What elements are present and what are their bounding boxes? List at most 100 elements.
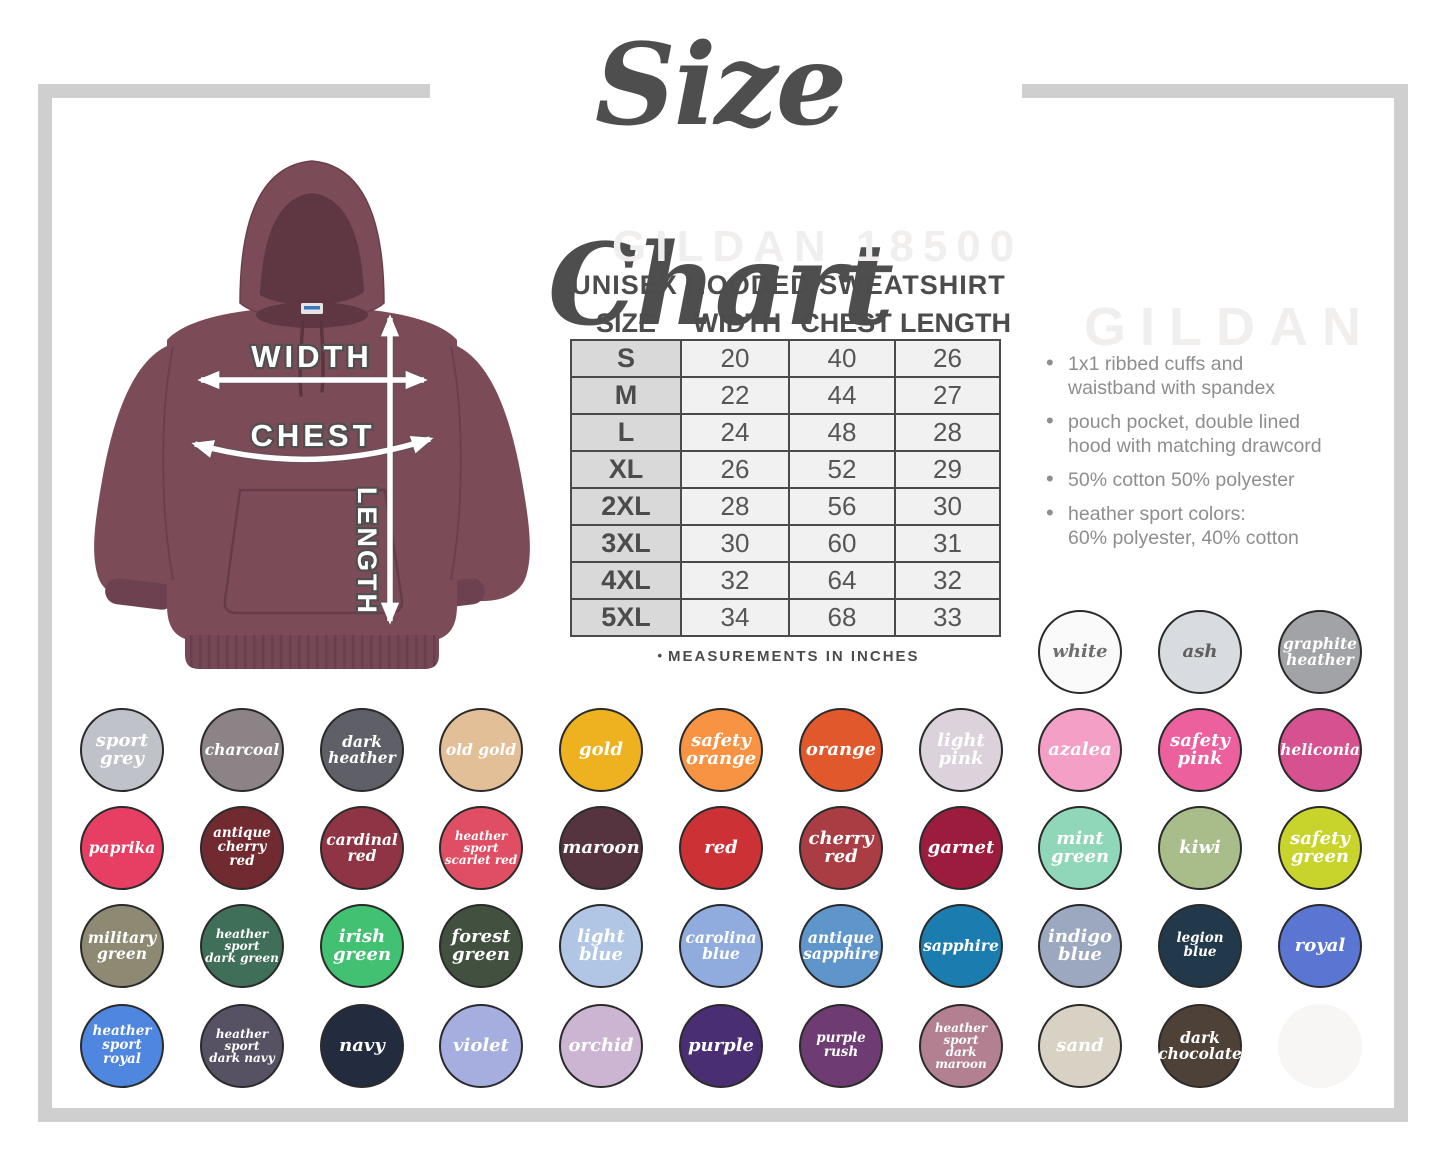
swatch-label: old gold [445,740,517,760]
hoodie-hood [239,160,385,397]
size-cell: 2XL [570,487,682,526]
swatch-label: carolina blue [685,928,757,963]
swatch-safety-orange: safety orange [679,708,763,792]
swatch-label: gold [578,738,623,760]
swatch-forest-green: forest green [439,904,523,988]
size-cell: 4XL [570,561,682,600]
swatch-orange: orange [799,708,883,792]
swatch-charcoal: charcoal [200,708,284,792]
swatch-old-gold: old gold [439,708,523,792]
hoodie-sleeves [94,345,530,610]
frame-top-right-bar [1022,84,1408,98]
swatch-graphite-heather: graphite heather [1278,610,1362,694]
swatch-cherry-red: cherry red [799,806,883,890]
swatch-label: maroon [562,836,640,858]
swatch-label: legion blue [1176,930,1224,960]
swatch-label: dark chocolate [1158,1028,1242,1063]
size-cell: M [570,376,682,415]
swatch-azalea: azalea [1038,708,1122,792]
swatch-antique-cherry-red: antique cherry red [200,806,284,890]
swatch-label: light blue [577,925,625,965]
swatch-label: sapphire [923,936,999,956]
table-row: M 22 44 27 [570,376,1001,415]
measurement-cell: 28 [894,413,1001,452]
size-table: S 20 40 26 M 22 44 27 L 24 48 28 XL 26 52 29 2XL 28 56 30 3X… [570,339,1001,637]
swatch-label: navy [339,1034,385,1056]
swatch-royal: royal [1278,904,1362,988]
measurement-cell: 30 [894,487,1001,526]
measurement-cell: 31 [894,524,1001,563]
swatch-label: military green [87,928,157,963]
feature-item: heather sport colors: 60% polyester, 40%… [1042,501,1392,550]
table-row: L 24 48 28 [570,413,1001,452]
swatch-legion-blue: legion blue [1158,904,1242,988]
measurement-cell: 24 [680,413,790,452]
swatch-label: irish green [332,925,392,965]
swatch-military-green: military green [80,904,164,988]
swatch-label: cherry red [808,827,874,867]
measurement-cell: 40 [788,339,896,378]
measurement-cell: 34 [680,598,790,637]
swatch-light-blue: light blue [559,904,643,988]
measurement-arrows [191,314,434,625]
table-row: 2XL 28 56 30 [570,487,1001,526]
swatch-mint-green: mint green [1038,806,1122,890]
frame-bottom-border [38,1108,1408,1122]
feature-item: pouch pocket, double lined hood with mat… [1042,409,1392,458]
frame-left-border [38,84,52,1122]
measurement-cell: 32 [894,561,1001,600]
feature-list: 1x1 ribbed cuffs and waistband with span… [1042,351,1392,560]
swatch-label: white [1052,640,1108,662]
swatch-label: cardinal red [326,830,398,865]
swatch-red: red [679,806,763,890]
table-row: 3XL 30 60 31 [570,524,1001,563]
swatch-sapphire: sapphire [919,904,1003,988]
swatch-label: kiwi [1179,836,1221,858]
swatch-garnet: garnet [919,806,1003,890]
swatch-label: heather sport royal [92,1023,152,1067]
swatch-label: light pink [937,729,985,769]
swatch-paprika: paprika [80,806,164,890]
swatch-violet: violet [439,1004,523,1088]
page-title: Size Chart [548,20,894,351]
table-row: S 20 40 26 [570,339,1001,378]
frame-top-left-bar [38,84,430,98]
swatch-irish-green: irish green [320,904,404,988]
swatch-label: sport grey [95,729,149,769]
swatch-label: heather sport scarlet red [444,828,518,868]
length-arrow-label: LENGTH [352,487,382,616]
swatch-label: purple [687,1034,755,1056]
swatch-label: garnet [927,836,995,858]
chest-arrow [191,435,434,463]
column-header-length: LENGTH [900,308,1011,338]
watermark-gildan: GILDAN [1084,297,1375,357]
measurement-cell: 44 [788,376,896,415]
feature-item: 1x1 ribbed cuffs and waistband with span… [1042,351,1392,400]
table-row: 4XL 32 64 32 [570,561,1001,600]
measurement-cell: 64 [788,561,896,600]
measurement-cell: 32 [680,561,790,600]
swatch-heather-sport-scarlet-red: heather sport scarlet red [439,806,523,890]
swatch-label: azalea [1048,738,1112,760]
swatch-maroon: maroon [559,806,643,890]
swatch-white: white [1038,610,1122,694]
size-table-title: UNISEX HOODED SWEATSHIRT [571,270,1006,300]
measurement-cell: 28 [680,487,790,526]
swatch-label: sand [1056,1034,1104,1056]
swatch-label: dark heather [328,732,396,767]
measurement-cell: 68 [788,598,896,637]
swatch-label: ash [1182,640,1218,662]
swatch-label: royal [1294,934,1346,956]
measurement-cell: 22 [680,376,790,415]
size-cell: XL [570,450,682,489]
swatch-label: heather sport dark maroon [934,1020,988,1072]
swatch-label: safety green [1290,827,1350,867]
swatch-label: antique sapphire [803,928,879,963]
measurement-cell: 30 [680,524,790,563]
footnote-text: MEASUREMENTS IN INCHES [668,648,920,665]
feature-item: 50% cotton 50% polyester [1042,467,1392,492]
swatch-label: heather sport dark green [205,926,279,966]
swatch-label: violet [453,1034,509,1056]
measurement-cell: 26 [680,450,790,489]
swatch-heather-sport-dark-maroon: heather sport dark maroon [919,1004,1003,1088]
